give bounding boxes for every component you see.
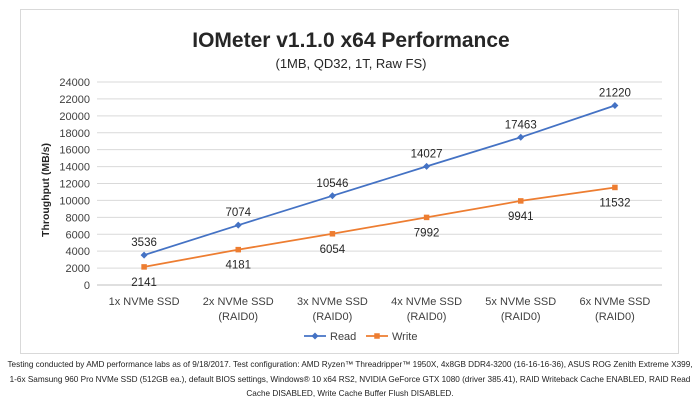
- chart-subtitle: (1MB, QD32, 1T, Raw FS): [276, 56, 427, 71]
- chart-frame: IOMeter v1.1.0 x64 Performance (1MB, QD3…: [20, 9, 679, 354]
- read-point: [140, 251, 148, 259]
- read-point: [328, 192, 336, 200]
- x-tick-label: (RAID0): [595, 311, 635, 323]
- x-tick-label: 2x NVMe SSD: [203, 296, 274, 308]
- y-tick-label: 12000: [59, 179, 90, 191]
- write-point: [235, 246, 241, 253]
- legend-item-write: Write: [366, 331, 417, 343]
- x-tick-label: 4x NVMe SSD: [391, 296, 462, 308]
- write-point: [518, 198, 524, 204]
- x-tick-label: (RAID0): [407, 311, 447, 323]
- read-data-label: 14027: [411, 148, 443, 160]
- read-data-label: 7074: [225, 207, 251, 219]
- x-tick-label: 1x NVMe SSD: [109, 296, 180, 308]
- legend-marker-read: [311, 332, 319, 340]
- read-point: [611, 102, 619, 110]
- y-tick-label: 4000: [66, 246, 90, 258]
- series-group: 3536 7074 10546 14027 17463 21220 2141 4181 6054…: [131, 88, 631, 289]
- legend-marker-write: [374, 333, 380, 339]
- write-point: [141, 264, 147, 270]
- write-data-label: 6054: [320, 244, 346, 256]
- x-tick-label: (RAID0): [313, 311, 353, 323]
- y-tick-label: 16000: [59, 145, 90, 157]
- y-axis-label: Throughput (MB/s): [40, 143, 52, 237]
- write-data-label: 9941: [508, 211, 534, 223]
- read-data-label: 10546: [316, 178, 348, 190]
- chart-title: IOMeter v1.1.0 x64 Performance: [192, 29, 510, 52]
- read-data-label: 3536: [131, 237, 157, 249]
- read-data-label: 17463: [505, 119, 537, 131]
- line-chart: IOMeter v1.1.0 x64 Performance (1MB, QD3…: [40, 29, 662, 343]
- write-data-label: 7992: [414, 227, 440, 239]
- y-tick-label: 20000: [59, 111, 90, 123]
- y-tick-label: 24000: [59, 77, 90, 89]
- write-data-label: 2141: [131, 277, 157, 289]
- read-point: [234, 221, 242, 229]
- y-tick-label: 10000: [59, 195, 90, 207]
- write-point: [612, 184, 618, 191]
- y-tick-label: 2000: [66, 263, 90, 275]
- legend-item-read: Read: [304, 331, 356, 343]
- legend-label-read: Read: [330, 331, 356, 343]
- write-series-line: [143, 186, 616, 268]
- read-data-label: 21220: [599, 88, 631, 100]
- x-tick-label: 5x NVMe SSD: [485, 296, 556, 308]
- x-tick-label: 3x NVMe SSD: [297, 296, 368, 308]
- write-point: [329, 231, 336, 237]
- x-tick-label: 6x NVMe SSD: [579, 296, 650, 308]
- y-tick-label: 6000: [66, 229, 90, 241]
- gridlines: [97, 81, 662, 286]
- write-data-label: 4181: [225, 260, 251, 272]
- x-tick-labels: 1x NVMe SSD 2x NVMe SSD (RAID0) 3x NVMe SSD…: [109, 296, 651, 323]
- write-point: [423, 214, 430, 221]
- x-tick-label: (RAID0): [501, 311, 541, 323]
- write-data-label: 11532: [599, 197, 630, 209]
- legend: Read Write: [304, 331, 417, 343]
- read-point: [423, 162, 431, 170]
- y-tick-label: 18000: [59, 128, 90, 140]
- y-tick-label: 22000: [59, 94, 90, 106]
- x-tick-label: (RAID0): [218, 311, 258, 323]
- y-tick-label: 0: [84, 280, 90, 292]
- y-tick-labels: 0 2000 4000 6000 8000 10000 12000 14000 16000 180…: [59, 77, 90, 292]
- y-tick-label: 14000: [59, 162, 90, 174]
- read-point: [517, 133, 525, 141]
- footnote: Testing conducted by AMD performance lab…: [7, 360, 693, 398]
- read-series-line: [143, 104, 616, 256]
- y-tick-label: 8000: [66, 212, 90, 224]
- legend-label-write: Write: [392, 331, 417, 343]
